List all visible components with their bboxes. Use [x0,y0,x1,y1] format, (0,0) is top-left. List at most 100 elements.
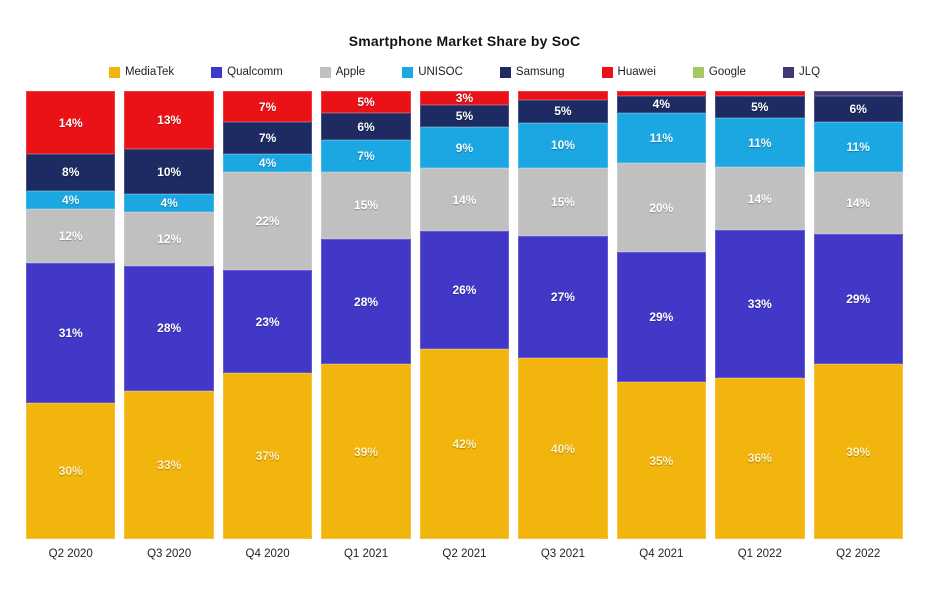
segment-q4-2020-unisoc: 4% [222,153,313,172]
segment-q3-2020-unisoc: 4% [124,194,214,212]
segment-q1-2021-unisoc: 7% [321,140,411,172]
legend-item-jlq: JLQ [782,66,821,78]
segment-q2-2022-qualcomm: 29% [813,234,903,365]
segment-q2-2021-mediatek: 42% [419,348,510,539]
segment-q4-2021-mediatek: 35% [616,382,707,539]
segment-q2-2020-huawei: 14% [26,91,116,155]
legend-label-huawei: Huawei [617,66,656,78]
segment-q4-2020-apple: 22% [222,171,313,271]
legend-swatch-qualcomm [211,66,223,78]
legend-swatch-samsung [499,66,511,78]
segment-q3-2021-qualcomm: 27% [518,235,608,358]
bar-q3-2020: 33% 28% 12% 4% 10% 13% [124,91,214,539]
segment-q2-2022-apple: 14% [813,171,903,235]
segment-q1-2021-qualcomm: 28% [321,238,411,365]
legend: MediaTek Qualcomm Apple UNISOC Samsung Huawei… [0,66,929,78]
segment-q2-2022-jlq [813,91,903,96]
x-tick-q1-2021: Q1 2021 [343,548,389,560]
legend-swatch-apple [319,66,331,78]
x-tick-q3-2021: Q3 2021 [540,548,585,560]
segment-q1-2022-apple: 14% [715,167,805,230]
segment-q3-2021-apple: 15% [518,167,608,236]
segment-q1-2022-mediatek: 36% [715,377,805,539]
segment-q3-2020-mediatek: 33% [124,391,214,539]
legend-item-qualcomm: Qualcomm [211,66,283,78]
bar-q3-2021: 40% 27% 15% 10% 5% [518,91,608,539]
segment-q3-2020-huawei: 13% [124,91,214,150]
legend-item-unisoc: UNISOC [402,66,463,78]
segment-q4-2021-unisoc: 11% [616,113,707,163]
legend-swatch-google [692,66,704,78]
segment-q1-2021-mediatek: 39% [321,364,411,539]
segment-q4-2021-qualcomm: 29% [616,252,707,383]
segment-q2-2022-mediatek: 39% [813,364,903,539]
segment-q3-2021-mediatek: 40% [518,358,608,539]
segment-q1-2021-huawei: 5% [321,91,411,114]
segment-q2-2022-samsung: 6% [813,95,903,123]
x-tick-q4-2020: Q4 2020 [245,548,290,560]
legend-swatch-huawei [601,66,613,78]
segment-q1-2021-apple: 15% [321,171,411,239]
legend-item-google: Google [692,66,746,78]
segment-q2-2021-apple: 14% [419,167,510,232]
bar-q4-2020: 37% 23% 22% 4% 7% 7% [222,91,313,539]
segment-q3-2021-samsung: 5% [518,100,608,123]
segment-q2-2021-qualcomm: 26% [419,231,510,349]
segment-q4-2021-samsung: 4% [616,95,707,114]
segment-q4-2021-huawei [616,91,707,96]
chart-title: Smartphone Market Share by SoC [348,33,581,49]
bar-q2-2022: 39% 29% 14% 11% 6% [813,91,903,539]
legend-label-qualcomm: Qualcomm [227,66,283,78]
segment-q4-2020-qualcomm: 23% [222,270,313,374]
legend-item-mediatek: MediaTek [108,66,175,78]
x-tick-q2-2021: Q2 2021 [442,548,487,560]
legend-item-huawei: Huawei [601,66,656,78]
segment-q2-2020-qualcomm: 31% [26,262,116,404]
legend-label-google: Google [708,66,746,78]
legend-item-samsung: Samsung [499,66,565,78]
segment-q1-2022-unisoc: 11% [715,117,805,168]
x-axis: Q2 2020 Q3 2020 Q4 2020 Q1 2021 Q2 2021 Q3 20… [0,548,929,560]
legend-label-unisoc: UNISOC [418,66,463,78]
segment-q2-2020-apple: 12% [26,208,116,263]
legend-swatch-unisoc [402,66,414,78]
legend-item-apple: Apple [319,66,366,78]
segment-q2-2020-unisoc: 4% [26,190,116,209]
legend-swatch-mediatek [108,66,120,78]
bar-q2-2020: 30% 31% 12% 4% 8% 14% [26,91,116,539]
segment-q2-2020-mediatek: 30% [26,403,116,539]
x-tick-q2-2022: Q2 2022 [836,548,881,560]
legend-label-samsung: Samsung [515,66,565,78]
segment-q4-2021-apple: 20% [616,162,707,253]
segment-q1-2022-huawei [715,91,805,96]
legend-label-apple: Apple [335,66,366,78]
segment-q2-2022-unisoc: 11% [813,122,903,172]
legend-label-mediatek: MediaTek [124,66,175,78]
x-tick-q3-2020: Q3 2020 [147,548,192,560]
segment-q3-2020-samsung: 10% [124,149,214,195]
bar-q2-2021: 42% 26% 14% 9% 5% 3% [419,91,510,539]
segment-q3-2021-unisoc: 10% [518,122,608,168]
segment-q4-2020-samsung: 7% [222,122,313,154]
segment-q2-2021-unisoc: 9% [419,127,510,168]
bar-q1-2021: 39% 28% 15% 7% 6% 5% [321,91,411,539]
plot-area: 30% 31% 12% 4% 8% 14% 33% 28% 12% 4% 10% 13% 37% 23% 2… [0,91,929,539]
bar-q4-2021: 35% 29% 20% 11% 4% [616,91,707,539]
segment-q1-2021-samsung: 6% [321,113,411,141]
segment-q3-2020-apple: 12% [124,211,214,266]
bar-q1-2022: 36% 33% 14% 11% 5% [715,91,805,539]
segment-q1-2022-qualcomm: 33% [715,229,805,378]
segment-q2-2021-huawei: 3% [419,91,510,105]
legend-swatch-jlq [782,66,794,78]
legend-label-jlq: JLQ [798,66,821,78]
segment-q1-2022-samsung: 5% [715,95,805,118]
segment-q2-2020-samsung: 8% [26,154,116,191]
segment-q2-2021-samsung: 5% [419,104,510,128]
segment-q3-2021-huawei [518,91,608,101]
segment-q4-2020-mediatek: 37% [222,373,313,539]
x-tick-q2-2020: Q2 2020 [48,548,93,560]
segment-q3-2020-qualcomm: 28% [124,265,214,392]
segment-q4-2020-huawei: 7% [222,91,313,123]
x-tick-q1-2022: Q1 2022 [737,548,782,560]
